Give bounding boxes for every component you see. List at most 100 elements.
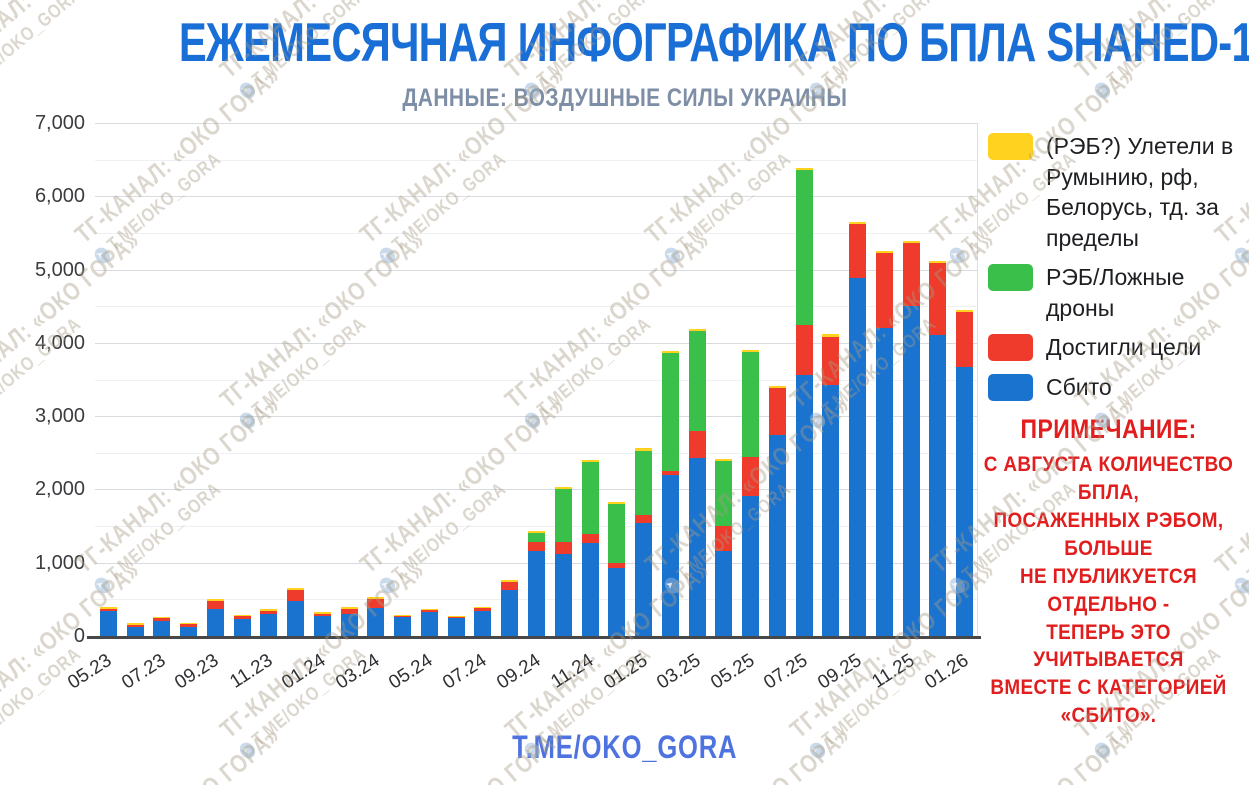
segment-blue-05.24 [420,612,438,637]
gridline-5500 [95,232,978,234]
legend-swatch-yellow [988,133,1033,160]
legend-swatch-red [988,334,1033,362]
legend-label-blue: Сбито [1046,374,1112,401]
bar-02.25 [661,124,679,637]
segment-yellow-07.23 [153,617,171,619]
segment-green-11.24 [581,462,599,535]
bar-12.23 [287,124,305,637]
segment-green-05.25 [742,351,760,458]
legend-swatch-green [988,264,1033,292]
segment-red-03.24 [367,599,385,609]
segment-red-05.25 [742,457,760,496]
segment-red-12.24 [608,562,626,568]
legend-label-green: РЭБ/Ложные дроны [1046,264,1185,321]
bar-04.24 [394,124,412,637]
gridline-6500 [95,159,978,161]
segment-yellow-03.25 [688,329,706,332]
segment-blue-10.25 [875,327,893,637]
bar-09.23 [206,124,224,637]
segment-red-08.25 [822,336,840,385]
segment-blue-12.24 [608,567,626,637]
page-title: ЕЖЕМЕСЯЧНАЯ ИНФОГРАФИКА ПО БПЛА SHAHED-1… [178,11,1249,73]
segment-blue-05.25 [742,495,760,637]
segment-yellow-10.23 [233,614,251,617]
segment-yellow-01.25 [635,448,653,451]
segment-red-10.24 [554,542,572,554]
bar-08.23 [180,124,198,637]
y-tick-3,000: 3,000 [34,405,85,428]
segment-blue-04.24 [394,617,412,637]
segment-blue-12.25 [929,335,947,637]
segment-red-11.24 [581,534,599,544]
segment-yellow-04.24 [394,614,412,616]
legend-item-green: РЭБ/Ложные дроны [988,262,1244,323]
segment-blue-11.23 [260,613,278,637]
segment-yellow-12.24 [608,502,626,505]
segment-green-12.24 [608,504,626,563]
subheader: ДАННЫЕ: ВОЗДУШНЫЕ СИЛЫ УКРАИНЫ [0,84,1249,113]
gridline-4500 [95,306,978,308]
gridline-1500 [95,526,978,528]
bar-10.25 [875,124,893,637]
legend-item-yellow: (РЭБ?) Улетели в Румынию, рф, Белорусь, … [988,131,1244,253]
segment-yellow-02.25 [661,351,679,354]
segment-red-12.25 [929,263,947,336]
segment-red-10.25 [875,252,893,328]
bar-07.25 [795,124,813,637]
segment-blue-11.24 [581,543,599,637]
segment-blue-03.24 [367,608,385,637]
segment-red-05.23 [99,608,117,612]
segment-yellow-05.24 [420,608,438,610]
segment-red-07.25 [795,324,813,376]
segment-green-04.25 [715,461,733,526]
segment-yellow-07.24 [474,606,492,608]
segment-green-03.25 [688,331,706,432]
bar-05.24 [420,124,438,637]
bar-10.24 [554,124,572,637]
segment-red-12.23 [287,590,305,602]
bar-02.24 [340,124,358,637]
segment-green-10.24 [554,488,572,543]
segment-blue-04.25 [715,551,733,637]
bar-05.23 [99,124,117,637]
segment-yellow-10.24 [554,486,572,489]
segment-yellow-06.24 [447,615,465,617]
gridline-2000 [95,489,978,491]
segment-red-08.24 [501,582,519,591]
segment-red-11.25 [902,242,920,307]
segment-yellow-04.25 [715,458,733,462]
segment-yellow-01.24 [313,612,331,614]
segment-blue-09.23 [206,609,224,637]
bar-04.25 [715,124,733,637]
legend-item-blue: Сбито [988,372,1244,403]
y-tick-1,000: 1,000 [34,551,85,574]
bar-10.23 [233,124,251,637]
bar-08.25 [822,124,840,637]
gridline-5000 [95,269,978,271]
y-tick-0: 0 [73,625,85,647]
segment-yellow-06.23 [126,623,144,625]
segment-blue-08.24 [501,590,519,637]
page-subtitle: ДАННЫЕ: ВОЗДУШНЫЕ СИЛЫ УКРАИНЫ [402,84,847,112]
segment-yellow-03.24 [367,596,385,600]
telegram-channel-link: T.ME/OKO_GORA [511,729,738,765]
segment-yellow-09.24 [528,530,545,533]
legend-label-red: Достигли цели [1046,334,1202,361]
bar-03.24 [367,124,385,637]
segment-yellow-11.23 [260,609,278,611]
segment-red-09.23 [206,600,224,610]
header: ЕЖЕМЕСЯЧНАЯ ИНФОГРАФИКА ПО БПЛА SHAHED-1… [0,10,1249,74]
segment-blue-08.25 [822,384,840,637]
segment-yellow-02.24 [340,606,358,609]
segment-blue-07.23 [153,620,171,637]
segment-yellow-05.23 [99,607,117,609]
segment-blue-06.24 [447,618,465,637]
bar-06.25 [768,124,786,637]
note-body: С АВГУСТА КОЛИЧЕСТВО БПЛА, ПОСАЖЕННЫХ РЭ… [983,453,1234,728]
y-tick-2,000: 2,000 [34,478,85,501]
plot-right-edge [977,124,978,637]
note-heading: ПРИМЕЧАНИЕ: [1020,414,1197,444]
legend-label-yellow: (РЭБ?) Улетели в Румынию, рф, Белорусь, … [1046,133,1234,251]
segment-red-08.23 [180,624,198,627]
